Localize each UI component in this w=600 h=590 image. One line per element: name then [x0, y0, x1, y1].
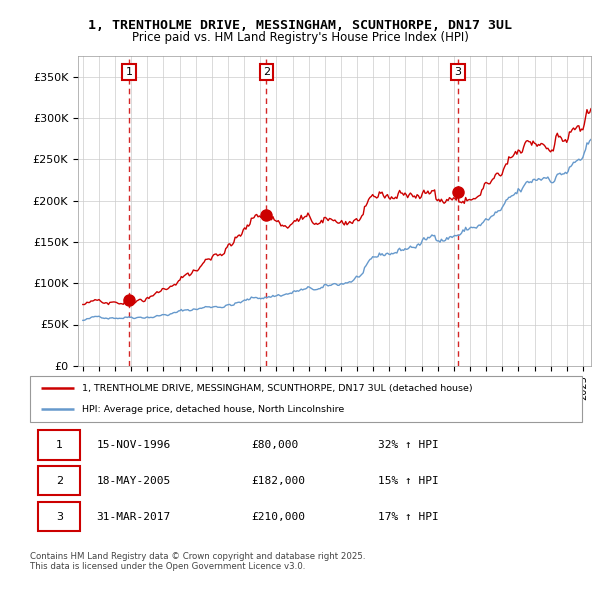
Text: 32% ↑ HPI: 32% ↑ HPI: [378, 440, 439, 450]
FancyBboxPatch shape: [38, 502, 80, 531]
Text: 2: 2: [263, 67, 270, 77]
Text: Price paid vs. HM Land Registry's House Price Index (HPI): Price paid vs. HM Land Registry's House …: [131, 31, 469, 44]
Text: 17% ↑ HPI: 17% ↑ HPI: [378, 512, 439, 522]
Text: £182,000: £182,000: [251, 476, 305, 486]
Text: 15% ↑ HPI: 15% ↑ HPI: [378, 476, 439, 486]
Bar: [59, 56, 85, 366]
Text: 1: 1: [56, 440, 63, 450]
Text: 31-MAR-2017: 31-MAR-2017: [96, 512, 170, 522]
Text: 18-MAY-2005: 18-MAY-2005: [96, 476, 170, 486]
Text: £210,000: £210,000: [251, 512, 305, 522]
Text: 3: 3: [454, 67, 461, 77]
Text: 3: 3: [56, 512, 63, 522]
Text: HPI: Average price, detached house, North Lincolnshire: HPI: Average price, detached house, Nort…: [82, 405, 344, 414]
FancyBboxPatch shape: [38, 431, 80, 460]
Text: £80,000: £80,000: [251, 440, 298, 450]
FancyBboxPatch shape: [30, 376, 582, 422]
Text: 1, TRENTHOLME DRIVE, MESSINGHAM, SCUNTHORPE, DN17 3UL (detached house): 1, TRENTHOLME DRIVE, MESSINGHAM, SCUNTHO…: [82, 384, 473, 393]
Text: 15-NOV-1996: 15-NOV-1996: [96, 440, 170, 450]
Text: Contains HM Land Registry data © Crown copyright and database right 2025.
This d: Contains HM Land Registry data © Crown c…: [30, 552, 365, 571]
Text: 1: 1: [126, 67, 133, 77]
Text: 2: 2: [56, 476, 63, 486]
FancyBboxPatch shape: [38, 466, 80, 496]
Text: 1, TRENTHOLME DRIVE, MESSINGHAM, SCUNTHORPE, DN17 3UL: 1, TRENTHOLME DRIVE, MESSINGHAM, SCUNTHO…: [88, 19, 512, 32]
